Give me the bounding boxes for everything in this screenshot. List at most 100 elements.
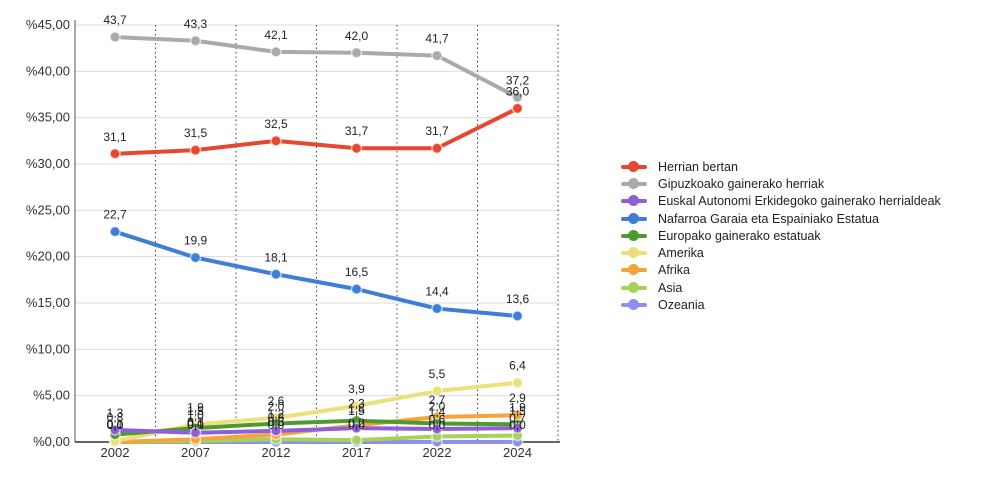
legend-label: Herrian bertan <box>658 159 738 174</box>
y-tick-label: %25,00 <box>26 202 70 217</box>
x-tick-label: 2002 <box>101 445 130 460</box>
data-label: 2,0 <box>429 399 446 413</box>
data-point <box>350 422 363 434</box>
series-line-0 <box>113 106 520 156</box>
y-tick-label: %15,00 <box>26 295 70 310</box>
data-point <box>109 31 121 43</box>
data-label: 1,9 <box>187 400 204 414</box>
data-point <box>270 268 282 281</box>
y-tick-label: %30,00 <box>26 156 70 171</box>
data-point <box>431 49 443 62</box>
legend-item: Ozeania <box>620 296 941 313</box>
data-point <box>109 225 121 238</box>
data-point <box>511 422 524 434</box>
series-line-5 <box>113 380 520 444</box>
data-label: 32,5 <box>264 117 288 131</box>
legend-swatch-dot <box>628 212 639 224</box>
data-label: 0,3 <box>268 415 285 429</box>
data-label: 1,2 <box>268 407 285 421</box>
data-label: 16,5 <box>345 265 369 279</box>
data-label: 31,5 <box>184 126 208 140</box>
data-label: 0,7 <box>509 412 526 426</box>
data-label: 31,7 <box>345 124 369 138</box>
data-label: 1,3 <box>107 406 124 420</box>
x-axis: 2002 2007 2012 2017 2022 2024 <box>75 441 560 460</box>
data-label: 2,0 <box>268 399 285 413</box>
data-point <box>270 135 282 147</box>
legend-label: Euskal Autonomi Erkidegoko gainerako her… <box>658 194 941 209</box>
data-label: 31,1 <box>103 130 127 144</box>
data-label: 1,0 <box>187 409 204 423</box>
data-label: 36,0 <box>506 84 530 98</box>
data-label: 0,2 <box>348 416 365 430</box>
data-label: 19,9 <box>184 234 208 248</box>
data-point <box>350 142 363 154</box>
y-tick-label: %10,00 <box>26 341 70 356</box>
legend-swatch-dot <box>628 281 639 293</box>
data-point <box>511 102 524 115</box>
data-label: 0,0 <box>509 418 526 432</box>
data-point <box>109 148 121 160</box>
data-point <box>189 426 202 439</box>
legend-swatch-dot <box>628 247 639 259</box>
data-label-layer: 31,1 31,5 32,5 31,7 31,7 36,0 43,7 43,3 42,1 42,0… <box>103 13 529 432</box>
legend-swatch-dot <box>628 264 639 276</box>
data-point <box>431 302 443 315</box>
data-label: 1,9 <box>509 400 526 414</box>
data-label: 14,4 <box>425 285 449 299</box>
series-line-4 <box>113 418 520 437</box>
legend-swatch <box>620 281 648 294</box>
data-label: 0,0 <box>187 418 204 432</box>
x-tick-label: 2024 <box>503 445 532 460</box>
legend-swatch <box>620 264 648 276</box>
legend-swatch <box>620 195 648 207</box>
x-tick-label: 2007 <box>181 445 210 460</box>
legend-label: Nafarroa Garaia eta Espainiako Estatua <box>658 211 879 226</box>
data-point <box>511 91 524 104</box>
y-axis: %0,00 %5,00 %10,00 %15,00 %20,00 %25,00 %30,00… <box>26 17 76 449</box>
legend-label: Europako gainerako estatuak <box>658 228 821 243</box>
data-point <box>431 385 443 397</box>
data-label: 1,8 <box>348 401 365 415</box>
legend-label: Gipuzkoako gainerako herriak <box>658 176 825 191</box>
data-label: 5,5 <box>429 367 446 381</box>
legend-label: Afrika <box>658 263 690 278</box>
data-label: 18,1 <box>264 250 288 264</box>
legend-swatch-dot <box>628 229 639 241</box>
data-label: 2,6 <box>268 394 285 408</box>
data-point <box>350 47 363 59</box>
legend: Herrian bertan Gipuzkoako gainerako herri… <box>620 158 941 314</box>
data-point <box>189 251 202 264</box>
data-label: 1,5 <box>509 404 526 418</box>
data-point <box>270 46 282 58</box>
data-label: 0,8 <box>107 411 124 425</box>
data-label: 2,3 <box>348 397 365 411</box>
data-label: 2,9 <box>509 391 526 405</box>
data-point <box>350 434 363 446</box>
legend-swatch <box>620 160 648 173</box>
legend-label: Amerika <box>658 246 704 261</box>
y-tick-label: %0,00 <box>33 434 70 449</box>
data-label: 2,7 <box>429 393 446 407</box>
y-tick-label: %35,00 <box>26 110 70 125</box>
data-label: 41,7 <box>425 32 449 46</box>
legend-item: Euskal Autonomi Erkidegoko gainerako her… <box>620 193 941 210</box>
y-tick-label: %40,00 <box>26 63 70 78</box>
data-label: 22,7 <box>103 208 127 222</box>
data-label: 0,1 <box>107 417 124 431</box>
data-label: 0,0 <box>268 418 285 432</box>
data-point <box>431 142 443 154</box>
data-label: 0,0 <box>107 418 124 432</box>
data-point <box>350 400 363 412</box>
y-tick-label: %5,00 <box>33 388 70 403</box>
data-label: 1,5 <box>187 404 204 418</box>
legend-item: Europako gainerako estatuak <box>620 227 941 244</box>
data-label: 37,2 <box>506 73 530 87</box>
x-tick-label: 2017 <box>342 445 371 460</box>
legend-item: Nafarroa Garaia eta Espainiako Estatua <box>620 210 941 227</box>
legend-item: Amerika <box>620 244 941 261</box>
data-point <box>350 283 363 295</box>
y-tick-label: %20,00 <box>26 249 70 264</box>
legend-swatch-dot <box>628 160 639 172</box>
